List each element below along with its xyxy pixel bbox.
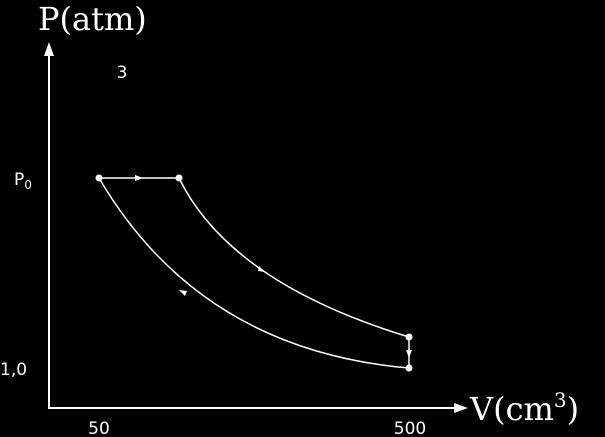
annotation: 3	[117, 63, 128, 83]
y-tick-main: P	[14, 170, 24, 190]
arrowheads	[135, 175, 412, 358]
x-arrow	[454, 403, 468, 413]
axes	[48, 50, 460, 409]
vertex	[405, 333, 413, 341]
x-axis-label: V(cm3)	[469, 388, 579, 428]
y-tick-label: 1,0	[0, 360, 27, 380]
upper-curve	[178, 177, 410, 338]
arrowhead	[406, 350, 412, 358]
cycle	[98, 177, 410, 369]
vertex	[95, 174, 103, 182]
vertex	[405, 364, 413, 372]
x-tick-label: 500	[394, 419, 426, 437]
y-tick-label: P0	[14, 170, 32, 192]
vertex	[175, 174, 183, 182]
y-arrow	[44, 42, 54, 56]
x-tick-label: 50	[88, 419, 110, 437]
arrowhead	[179, 290, 187, 296]
x-axis-label-sup: 3	[554, 388, 567, 412]
arrowhead	[135, 175, 143, 181]
y-axis-label: P(atm)	[38, 0, 147, 38]
y-tick-sub: 0	[24, 178, 32, 192]
lower-curve	[98, 177, 410, 369]
vertices	[95, 174, 413, 372]
x-axis-label-text: V(cm	[469, 390, 554, 428]
arrowhead	[258, 266, 265, 272]
x-axis-label-end: )	[567, 390, 579, 428]
